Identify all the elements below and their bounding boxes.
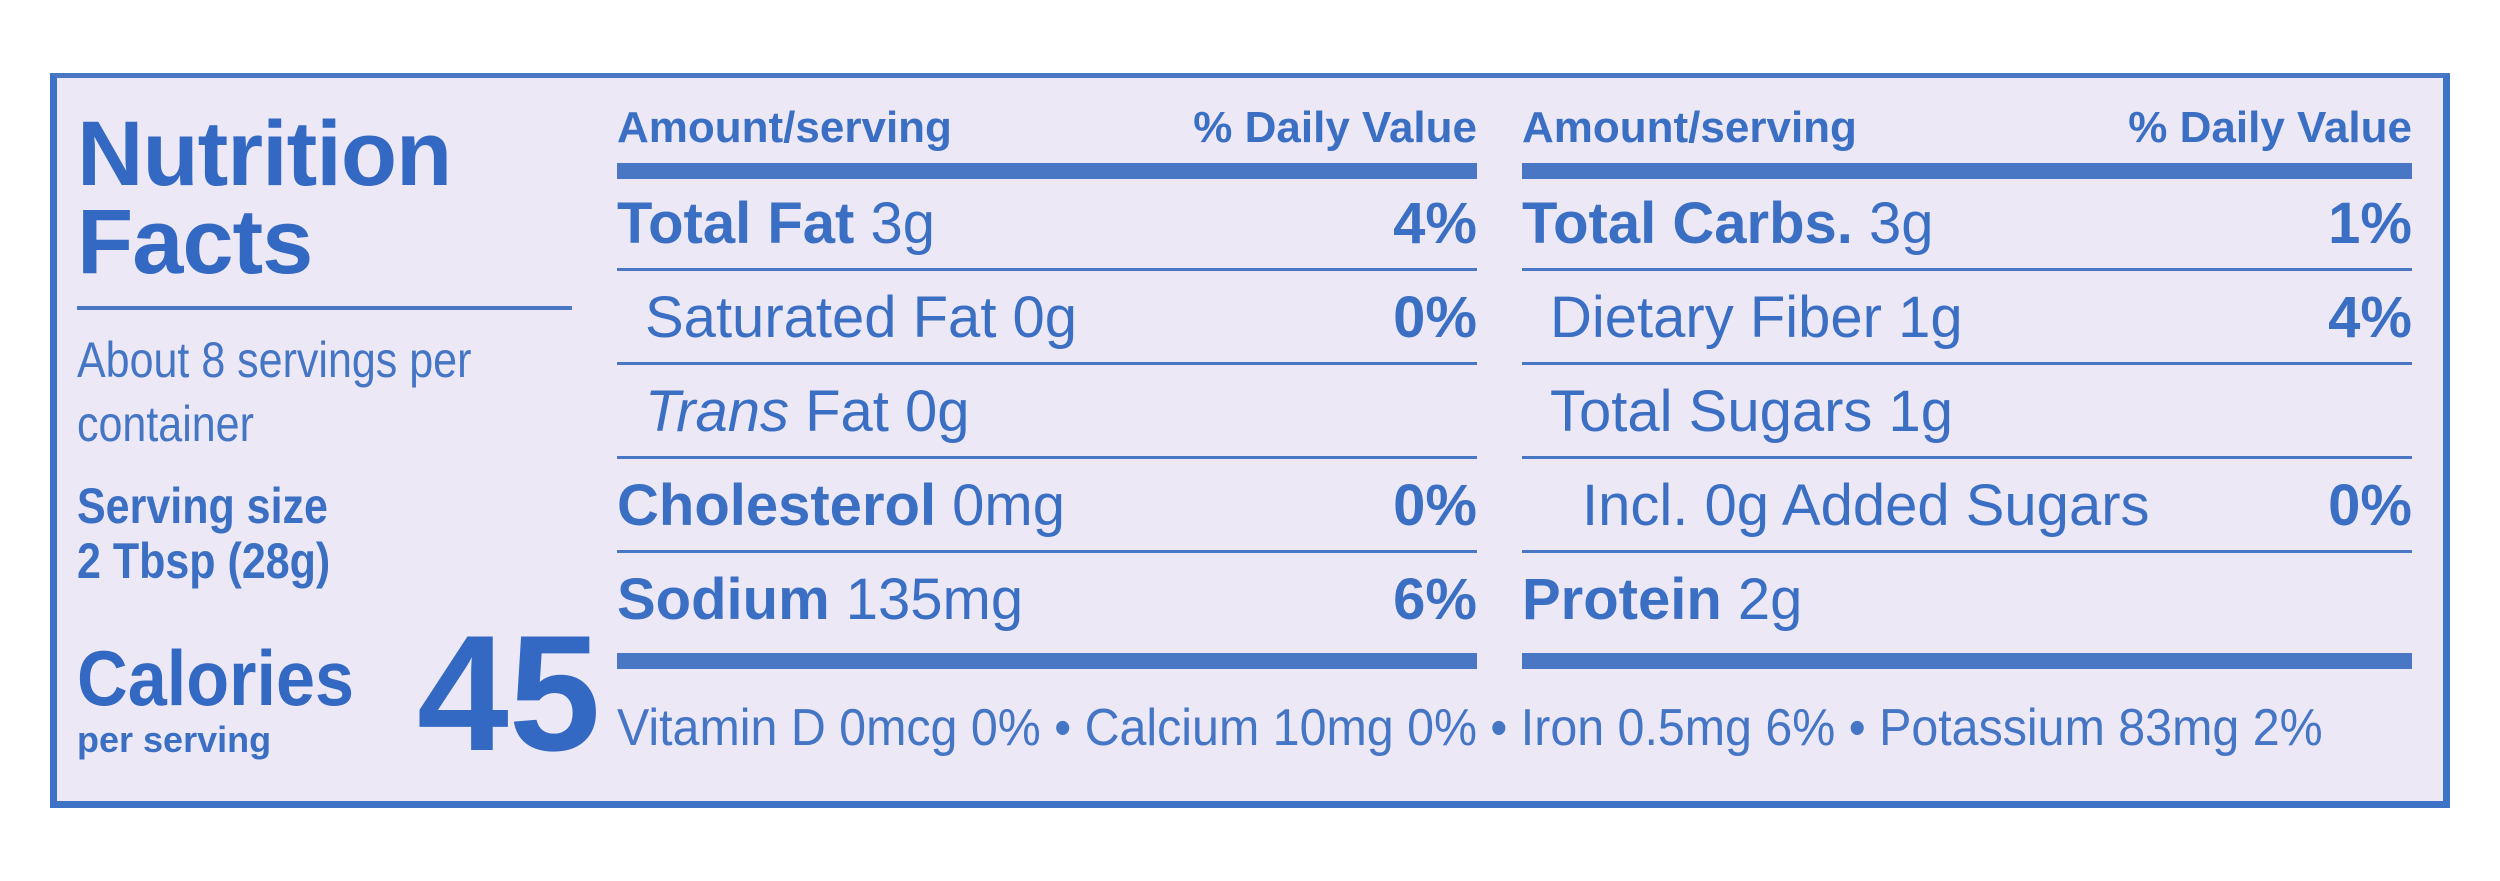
nutrient-name: Trans Fat 0g [645, 377, 970, 447]
row-divider [1522, 456, 2412, 459]
thick-rule-top [1522, 163, 2412, 179]
nutrient-row: Incl. 0g Added Sugars 0% [1522, 461, 2412, 553]
nutrient-amount: Total Sugars 1g [1550, 379, 1954, 444]
nutrient-row: Dietary Fiber 1g 4% [1522, 273, 2412, 365]
thick-rule-bottom [1522, 653, 2412, 669]
daily-value-percent: 0% [1393, 473, 1477, 538]
servings-per-container: About 8 servings per container [77, 332, 472, 452]
nutrient-name: Total Fat 3g [617, 189, 935, 259]
nutrient-name-bold: Cholesterol [617, 473, 937, 538]
row-divider [1522, 268, 2412, 271]
nutrient-name-bold: Total Carbs. [1522, 191, 1853, 256]
row-divider [617, 550, 1477, 553]
nutrient-name: Dietary Fiber 1g [1550, 283, 1963, 353]
nutrient-row: Protein 2g [1522, 555, 2412, 647]
nutrient-row: Sodium 135mg 6% [617, 555, 1477, 647]
header-daily-value: % Daily Value [1193, 103, 1477, 152]
nutrient-amount: Fat 0g [788, 379, 970, 444]
vitamins-minerals-line: Vitamin D 0mcg 0% • Calcium 10mg 0% • Ir… [617, 699, 2323, 757]
nutrient-amount: Saturated Fat 0g [645, 285, 1078, 350]
calories-label: Calories [77, 634, 355, 722]
nutrient-name: Protein 2g [1522, 565, 1802, 635]
nutrient-amount: 0mg [936, 473, 1066, 538]
nutrient-amount: 2g [1721, 567, 1803, 632]
nutrient-row: Saturated Fat 0g 0% [617, 273, 1477, 365]
daily-value-percent: 0% [1393, 285, 1477, 350]
nutrient-name-bold: Protein [1522, 567, 1722, 632]
daily-value-percent: 0% [2328, 473, 2412, 538]
nutrient-row: Total Fat 3g 4% [617, 179, 1477, 271]
thick-rule-top [617, 163, 1477, 179]
nutrient-row: Total Carbs. 3g 1% [1522, 179, 2412, 271]
serving-size-label: Serving size [77, 478, 328, 534]
nutrient-row: Cholesterol 0mg 0% [617, 461, 1477, 553]
nutrient-name: Sodium 135mg [617, 565, 1023, 635]
nutrient-name: Saturated Fat 0g [645, 283, 1077, 353]
daily-value-percent: 6% [1393, 567, 1477, 632]
nutrient-name: Incl. 0g Added Sugars [1582, 471, 2150, 541]
calories-value: 45 [417, 601, 601, 785]
daily-value-percent: 1% [2328, 191, 2412, 256]
nutrient-name: Cholesterol 0mg [617, 471, 1065, 541]
nutrient-name: Total Sugars 1g [1550, 377, 1953, 447]
nutrient-name: Total Carbs. 3g [1522, 189, 1934, 259]
row-divider [617, 456, 1477, 459]
daily-value-percent: 4% [1393, 191, 1477, 256]
nutrient-amount: Dietary Fiber 1g [1550, 285, 1963, 350]
header-amount-serving: Amount/serving [617, 103, 952, 152]
row-divider [617, 268, 1477, 271]
nutrient-name-bold: Sodium [617, 567, 830, 632]
nutrient-name-bold: Total Fat [617, 191, 855, 256]
thick-rule-bottom [617, 653, 1477, 669]
nutrient-amount: Incl. 0g Added Sugars [1582, 473, 2150, 538]
nutrient-amount: 3g [1852, 191, 1934, 256]
per-serving-label: per serving [77, 719, 272, 760]
nutrition-facts-label: Nutrition Facts About 8 servings per con… [50, 73, 2450, 808]
row-divider [1522, 550, 2412, 553]
nutrient-row: Total Sugars 1g [1522, 367, 2412, 459]
serving-size-value: 2 Tbsp (28g) [77, 533, 331, 589]
header-amount-serving: Amount/serving [1522, 103, 1857, 152]
nutrient-row: Trans Fat 0g [617, 367, 1477, 459]
row-divider [1522, 362, 2412, 365]
label-title: Nutrition Facts [77, 103, 452, 293]
left-divider [77, 306, 572, 310]
row-divider [617, 362, 1477, 365]
nutrient-name-italic: Trans [645, 379, 789, 444]
nutrient-amount: 135mg [829, 567, 1024, 632]
daily-value-percent: 4% [2328, 285, 2412, 350]
nutrient-amount: 3g [854, 191, 935, 256]
header-daily-value: % Daily Value [2128, 103, 2412, 152]
